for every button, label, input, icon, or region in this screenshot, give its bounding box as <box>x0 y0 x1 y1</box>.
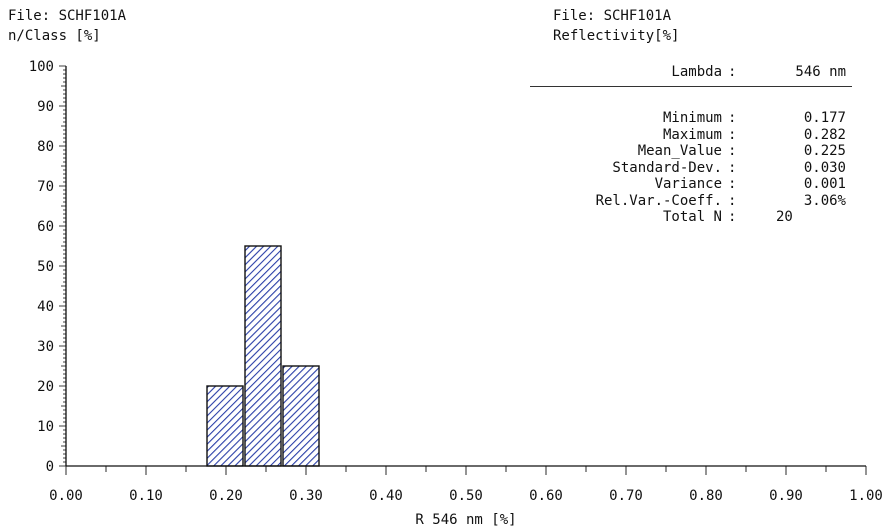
stats-value: 0.001 <box>803 176 846 192</box>
stats-row: Minimum: 0.177 <box>528 110 854 126</box>
histogram-bar <box>244 245 282 467</box>
stats-value: 0.282 <box>803 126 846 143</box>
x-axis-label: R 546 nm [%] <box>415 512 516 528</box>
stats-value: 546 nm <box>795 64 846 80</box>
stats-value: 0.177 <box>803 110 846 126</box>
x-tick-label: 0.60 <box>529 488 563 504</box>
stats-row-lambda: Lambda : 546 nm <box>528 64 854 80</box>
right-title: Reflectivity[%] <box>553 28 680 44</box>
stats-colon: : <box>728 126 737 143</box>
stats-row: Total N: 20 <box>528 209 854 225</box>
x-tick-label: 0.20 <box>209 488 243 504</box>
y-tick-label: 50 <box>37 259 54 275</box>
stats-row: Rel.Var.-Coeff.: 3.06% <box>528 193 854 209</box>
stats-row: Standard-Dev.: 0.030 <box>528 160 854 176</box>
stats-label: Lambda <box>671 64 722 80</box>
right-file-label: File: SCHF101A <box>553 8 672 24</box>
stats-label: Minimum <box>662 110 722 126</box>
stats-colon: : <box>728 110 737 126</box>
y-tick-label: 70 <box>37 179 54 195</box>
y-tick-label: 80 <box>37 139 54 155</box>
stats-value: 0.030 <box>803 159 846 176</box>
stats-label: Maximum <box>662 126 722 143</box>
x-tick-label: 0.40 <box>369 488 403 504</box>
stats-colon: : <box>728 64 737 80</box>
y-tick-label: 40 <box>37 299 54 315</box>
stats-colon: : <box>728 176 737 192</box>
x-tick-label: 0.80 <box>689 488 723 504</box>
stats-row: Maximum: 0.282 <box>528 127 854 143</box>
x-tick-label: 0.10 <box>129 488 163 504</box>
x-tick-label: 0.30 <box>289 488 323 504</box>
stats-row: Mean_Value: 0.225 <box>528 143 854 159</box>
x-tick-label: 0.50 <box>449 488 483 504</box>
x-tick-label: 0.70 <box>609 488 643 504</box>
y-axis-title: n/Class [%] <box>8 28 101 44</box>
stats-value: 3.06% <box>803 192 846 209</box>
stats-colon: : <box>728 159 737 176</box>
stats-divider <box>530 86 852 87</box>
left-file-label: File: SCHF101A <box>8 8 127 24</box>
y-tick-label: 0 <box>46 459 54 475</box>
x-tick-label: 0.90 <box>769 488 803 504</box>
y-tick-label: 90 <box>37 99 54 115</box>
stats-value: 0.225 <box>803 143 846 159</box>
stats-label: Variance <box>654 176 722 192</box>
y-tick-label: 60 <box>37 219 54 235</box>
y-tick-label: 10 <box>37 419 54 435</box>
stats-colon: : <box>728 209 737 225</box>
x-tick-label: 1.00 <box>849 488 883 504</box>
stats-colon: : <box>728 143 737 159</box>
y-tick-label: 20 <box>37 379 54 395</box>
stats-label: Rel.Var.-Coeff. <box>595 192 722 209</box>
stats-label: Total N <box>662 209 722 225</box>
stats-label: Mean_Value <box>637 143 722 159</box>
y-tick-label: 30 <box>37 339 54 355</box>
x-tick-label: 0.00 <box>49 488 83 504</box>
stats-value: 20 <box>776 209 793 225</box>
stats-row: Variance: 0.001 <box>528 176 854 192</box>
stats-colon: : <box>728 192 737 209</box>
y-tick-label: 100 <box>29 59 54 75</box>
histogram-bar <box>206 385 244 467</box>
stats-label: Standard-Dev. <box>612 159 722 176</box>
histogram-bar <box>282 365 320 467</box>
